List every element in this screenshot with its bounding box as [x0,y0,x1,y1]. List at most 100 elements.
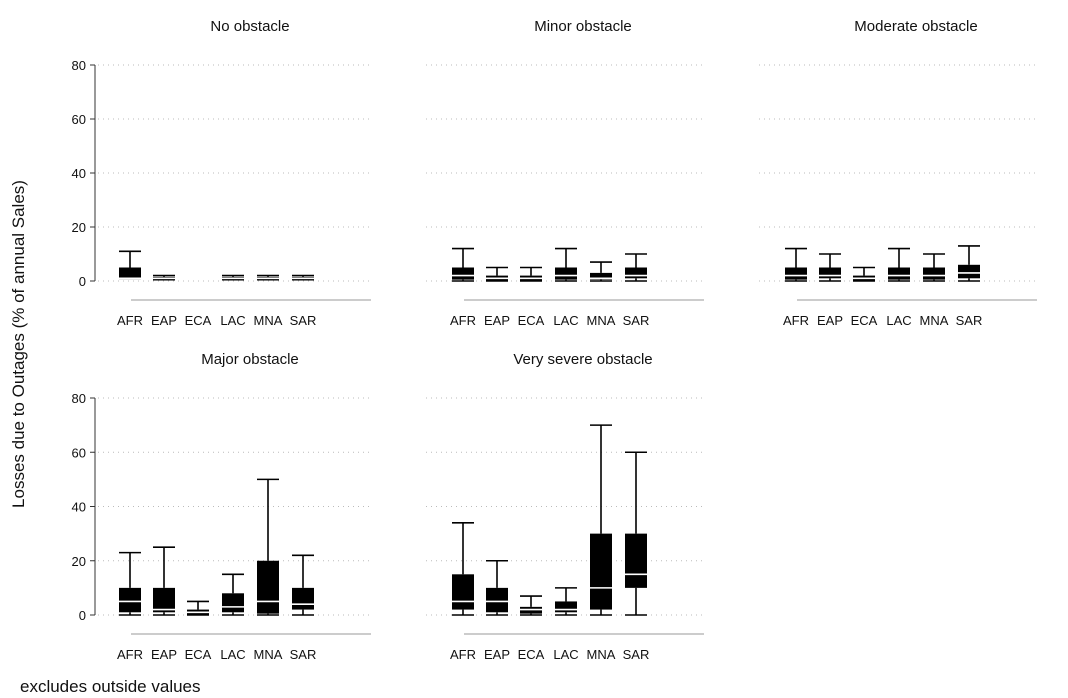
box-eca [187,600,209,616]
box-mna [590,424,612,616]
box-body [923,267,945,280]
y-tick-label: 80 [72,58,86,73]
category-label: AFR [450,313,476,328]
category-label: ECA [851,313,878,328]
y-tick-label: 0 [79,608,86,623]
y-tick-label: 60 [72,445,86,460]
category-label: EAP [484,313,510,328]
category-label: LAC [220,313,245,328]
panel-title: No obstacle [210,18,289,35]
box-sar [958,245,980,282]
panel-title: Moderate obstacle [854,18,977,35]
box-body [452,574,474,610]
box-afr [452,521,474,616]
y-tick-label: 80 [72,391,86,406]
category-label: EAP [484,647,510,662]
category-label: EAP [151,647,177,662]
box-mna [257,274,279,281]
category-label: AFR [117,313,143,328]
box-body [555,267,577,280]
box-body [819,267,841,279]
box-lac [888,247,910,282]
category-label: MNA [254,647,283,662]
box-mna [590,261,612,282]
box-body [958,264,980,279]
category-label: LAC [553,647,578,662]
category-label: ECA [518,313,545,328]
box-eap [486,559,508,616]
box-lac [555,587,577,616]
category-label: MNA [920,313,949,328]
category-label: MNA [587,313,616,328]
panel-3: Moderate obstacle AFR EAP ECA LAC MNA SAR [759,18,1037,328]
category-label: SAR [623,647,650,662]
box-body [222,593,244,613]
box-sar [292,554,314,616]
y-tick-label: 0 [79,274,86,289]
box-body [555,601,577,613]
box-body [888,267,910,280]
box-mna [923,253,945,282]
box-eap [486,266,508,282]
box-eca [520,595,542,616]
box-eca [520,266,542,282]
category-label: SAR [290,313,317,328]
box-body [153,587,175,613]
panel-1: No obstacle 0 20 40 60 80 AFR EAP ECA LAC MNA SAR [72,18,371,328]
box-body [257,560,279,614]
category-label: AFR [117,647,143,662]
box-eap [153,546,175,616]
panel-5: Very severe obstacle AFR EAP ECA LAC MNA SAR [426,351,704,662]
category-label: MNA [254,313,283,328]
box-body [486,587,508,613]
box-body [119,587,141,613]
category-label: SAR [290,647,317,662]
box-afr [119,250,141,280]
box-sar [625,253,647,282]
box-eap [819,253,841,282]
y-axis-label: Losses due to Outages (% of annual Sales… [9,180,28,508]
box-afr [119,551,141,616]
category-label: EAP [817,313,843,328]
category-label: LAC [886,313,911,328]
category-label: AFR [783,313,809,328]
chart-note: excludes outside values [20,677,201,696]
category-label: ECA [518,647,545,662]
y-tick-label: 20 [72,554,86,569]
box-mna [257,478,279,616]
box-lac [222,573,244,616]
category-label: SAR [956,313,983,328]
box-afr [785,247,807,282]
category-label: MNA [587,647,616,662]
box-sar [625,451,647,616]
box-body [452,267,474,280]
panel-2: Minor obstacle AFR EAP ECA LAC MNA SAR [426,18,704,328]
panel-title: Major obstacle [201,351,299,368]
box-body [785,267,807,280]
y-tick-label: 60 [72,112,86,127]
box-eap [153,274,175,281]
category-label: ECA [185,647,212,662]
panel-4: Major obstacle 0 20 40 60 80 AFR EAP ECA LAC MNA SA… [72,351,371,662]
y-tick-label: 40 [72,166,86,181]
category-label: SAR [623,313,650,328]
box-eca [853,266,875,282]
category-label: LAC [553,313,578,328]
box-lac [555,247,577,282]
box-body [119,267,141,279]
category-label: ECA [185,313,212,328]
box-sar [292,274,314,281]
box-afr [452,247,474,282]
box-body [590,533,612,610]
box-body [590,272,612,280]
category-label: EAP [151,313,177,328]
y-tick-label: 20 [72,220,86,235]
category-label: LAC [220,647,245,662]
box-lac [222,274,244,281]
category-label: AFR [450,647,476,662]
y-tick-label: 40 [72,500,86,515]
panel-title: Very severe obstacle [513,351,652,368]
panel-title: Minor obstacle [534,18,632,35]
